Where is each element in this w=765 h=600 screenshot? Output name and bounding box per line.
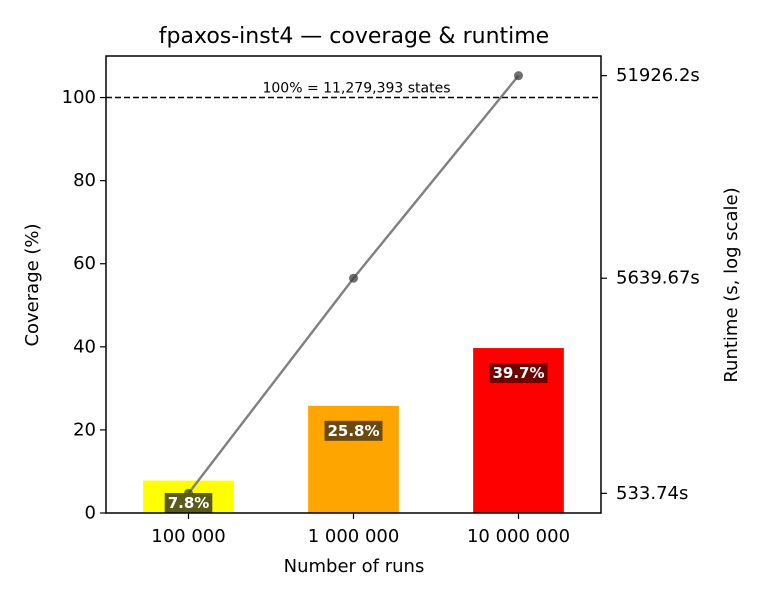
bar-value-label-bg-2 (489, 363, 548, 384)
plot-area: 100% = 11,279,393 states 7.8% 25.8% 39.7% 0 2… (62, 55, 700, 547)
x-tick-label-0: 100 000 (151, 526, 225, 547)
y-tick-label-3: 60 (73, 253, 96, 274)
bar-value-label-bg-1 (324, 420, 383, 441)
x-tick-label-2: 10 000 000 (467, 526, 570, 547)
x-axis-label: Number of runs (284, 556, 425, 577)
y2-tick-label-2: 51926.2s (616, 65, 700, 86)
bar-value-label-1: 25.8% (327, 422, 379, 440)
runtime-point-1 (349, 273, 358, 283)
reference-line-label: 100% = 11,279,393 states (262, 81, 450, 97)
y-tick-label-4: 80 (73, 170, 96, 191)
runtime-point-2 (514, 71, 523, 81)
chart-title: fpaxos-inst4 — coverage & runtime (159, 24, 549, 49)
y-tick-label-1: 20 (73, 419, 96, 440)
bar-value-label-0: 7.8% (168, 494, 210, 512)
y-tick-label-2: 40 (73, 336, 96, 357)
x-tick-label-1: 1 000 000 (308, 526, 400, 547)
y-tick-label-5: 100 (62, 87, 96, 108)
y-axis-label: Coverage (%) (22, 223, 43, 346)
y-tick-label-0: 0 (85, 503, 96, 524)
y2-tick-label-0: 533.74s (616, 483, 688, 504)
bar-value-label-2: 39.7% (492, 364, 544, 382)
y2-axis-label: Runtime (s, log scale) (721, 187, 742, 382)
bar-value-label-bg-0 (164, 493, 213, 513)
y2-tick-label-1: 5639.67s (616, 268, 700, 289)
